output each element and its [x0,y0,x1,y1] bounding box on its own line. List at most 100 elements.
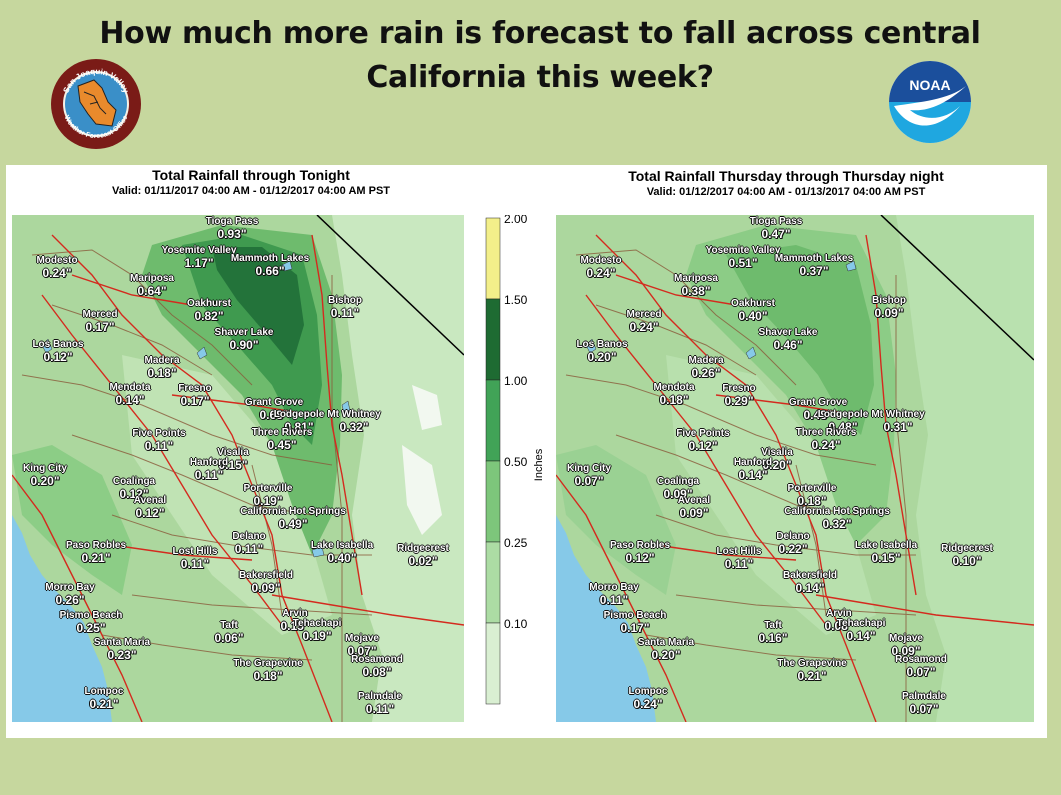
station-name: Visalia [217,447,249,458]
station-label: Five Points 0.11" [132,428,185,452]
station-rainfall-value: 0.64" [137,284,167,298]
station-name: Tehachapi [292,618,342,629]
station-label: King City 0.07" [567,463,611,487]
station-rainfall-value: 0.11" [330,306,360,320]
station-name: Ridgecrest [397,543,449,554]
colorbar-tick: 0.50 [504,455,528,469]
station-name: Santa Maria [93,637,151,648]
colorbar-band [485,298,501,381]
station-rainfall-value: 0.09" [679,506,709,520]
station-rainfall-value: 1.17" [184,256,214,270]
station-label: California Hot Springs 0.49" [240,506,346,530]
station-name: Modesto [580,255,622,266]
station-label: Santa Maria 0.23" [94,637,150,661]
station-rainfall-value: 0.11" [144,439,174,453]
station-name: The Grapevine [233,658,303,669]
station-rainfall-value: 0.40" [327,551,357,565]
station-label: Visalia 0.15" [217,447,249,471]
station-name: Shaver Lake [214,327,274,338]
station-name: Modesto [36,255,78,266]
station-name: Paso Robles [65,540,127,551]
station-label: Mariposa 0.38" [674,273,718,297]
station-name: Mt Whitney [871,409,925,420]
station-label: Morro Bay 0.11" [589,582,638,606]
rainfall-colorbar: 2.00 1.50 1.00 0.50 0.25 0.10 Inches [485,215,545,705]
station-rainfall-value: 0.09" [874,306,904,320]
station-label: The Grapevine 0.21" [777,658,846,682]
station-name: Merced [626,309,662,320]
station-label: Fresno 0.17" [178,383,211,407]
station-name: Bakersfield [783,570,837,581]
station-label: Lodgepole 0.81" [274,409,325,433]
station-name: Pismo Beach [603,610,667,621]
station-rainfall-value: 0.19" [253,494,283,508]
colorbar-band [485,460,501,543]
station-name: Taft [220,620,238,631]
colorbar-label: Inches [533,448,545,481]
station-rainfall-value: 0.16" [758,631,788,645]
station-name: California Hot Springs [240,506,346,517]
station-name: Porterville [243,483,293,494]
station-rainfall-value: 0.11" [599,593,629,607]
station-rainfall-value: 0.40" [738,309,768,323]
station-name: Lodgepole [273,409,325,420]
station-rainfall-value: 0.15" [280,619,310,633]
station-label: Avenal 0.09" [678,495,710,519]
station-label: Hanford 0.11" [190,457,228,481]
station-rainfall-value: 0.07" [909,702,939,716]
station-label: Pismo Beach 0.17" [604,610,667,634]
station-rainfall-value: 0.22" [778,542,808,556]
station-label: California Hot Springs 0.32" [784,506,890,530]
map2-title: Total Rainfall Thursday through Thursday… [628,168,944,184]
colorbar-band [485,622,501,705]
station-name: Palmdale [902,691,946,702]
station-label: Shaver Lake 0.46" [759,327,818,351]
station-rainfall-value: 0.23" [107,648,137,662]
station-rainfall-value: 0.68" [259,408,289,422]
station-label: Madera 0.18" [144,355,179,379]
station-rainfall-value: 0.17" [620,621,650,635]
station-label: Lake Isabella 0.15" [855,540,917,564]
station-label: Mojave 0.07" [345,633,379,657]
station-label: Coalinga 0.09" [657,476,699,500]
station-name: Porterville [787,483,837,494]
station-rainfall-value: 0.11" [724,557,754,571]
station-label: Three Rivers 0.45" [252,427,313,451]
station-label: Tioga Pass 0.93" [206,216,259,240]
noaa-logo: NOAA [889,61,971,143]
station-name: Arvin [826,608,852,619]
station-rainfall-value: 0.12" [688,439,718,453]
station-name: Lompoc [628,686,668,697]
station-rainfall-value: 0.26" [55,593,85,607]
station-rainfall-value: 0.38" [681,284,711,298]
station-label: Lodgepole 0.48" [818,409,869,433]
station-label: Delano 0.11" [232,531,265,555]
station-rainfall-value: 0.11" [234,542,264,556]
station-label: Porterville 0.18" [788,483,837,507]
station-name: Oakhurst [731,298,775,309]
colorbar-band [485,379,501,462]
station-name: Three Rivers [795,427,857,438]
station-name: Mariposa [674,273,718,284]
station-name: Morro Bay [589,582,639,593]
station-rainfall-value: 0.10" [952,554,982,568]
station-rainfall-value: 0.12" [135,506,165,520]
station-name: Shaver Lake [758,327,818,338]
station-rainfall-value: 0.17" [85,320,115,334]
station-label: Bishop 0.09" [872,295,906,319]
station-name: Grant Grove [788,397,848,408]
station-rainfall-value: 0.32" [822,517,852,531]
station-label: Mariposa 0.64" [130,273,174,297]
station-name: Mendota [109,382,151,393]
colorbar-band [485,217,501,300]
station-rainfall-value: 0.31" [883,420,913,434]
station-name: Lake Isabella [310,540,374,551]
station-label: Modesto 0.24" [580,255,621,279]
station-label: King City 0.20" [23,463,67,487]
wfo-logo: San Joaquin Valley Weather Forecast Offi… [51,59,141,149]
station-label: Los Banos 0.12" [32,339,83,363]
station-rainfall-value: 0.21" [89,697,119,711]
station-name: Morro Bay [45,582,95,593]
station-rainfall-value: 0.14" [115,393,145,407]
station-label: Delano 0.22" [776,531,809,555]
